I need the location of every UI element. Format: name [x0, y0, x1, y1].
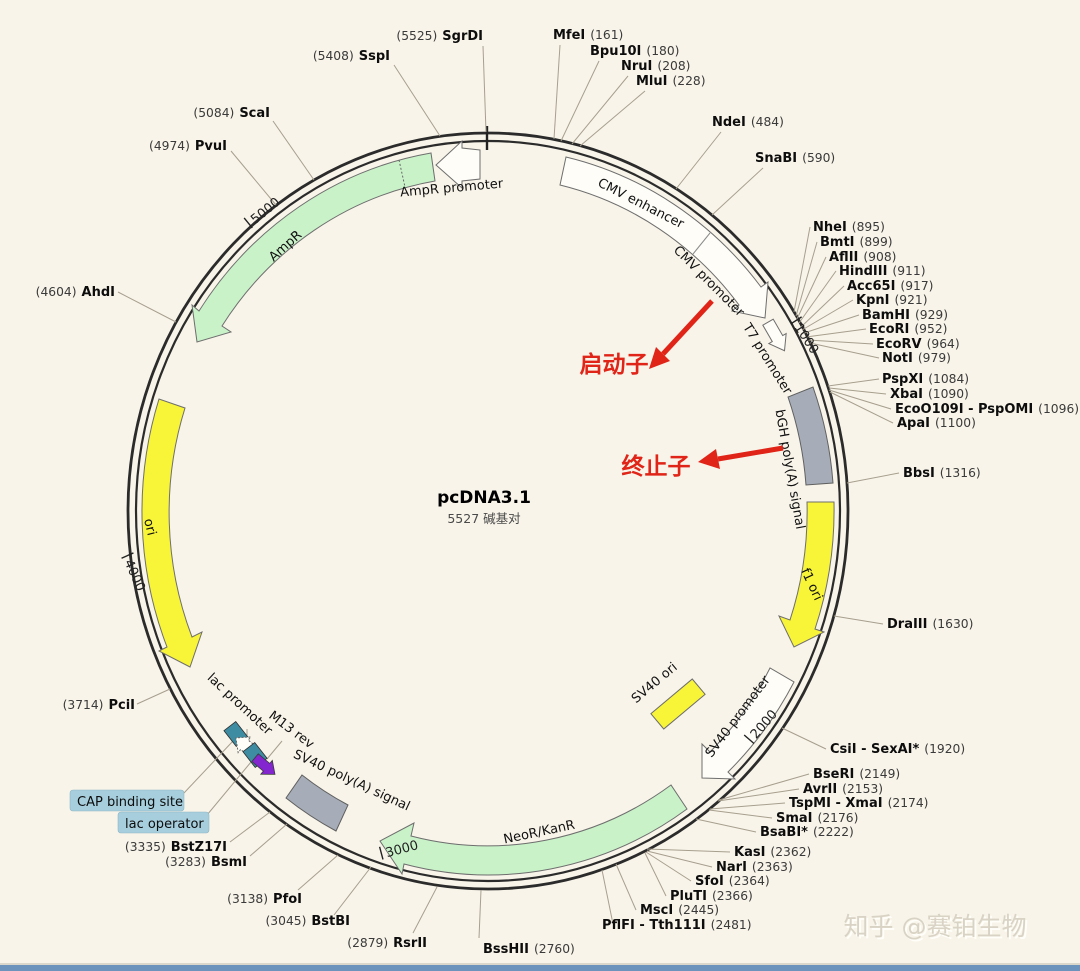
- site-ndei: NdeI (484): [712, 115, 784, 130]
- plasmid-name: pcDNA3.1: [437, 488, 531, 508]
- site-draiii: DraIII (1630): [887, 617, 973, 632]
- center-title: pcDNA3.1 5527 碱基对: [437, 488, 531, 526]
- highlighted-labels: CAP binding site lac operator: [69, 789, 210, 834]
- tick-1000: 1000: [791, 321, 822, 357]
- site-mfei: MfeI (161): [553, 28, 623, 43]
- sv40-ori-block: [650, 678, 706, 730]
- tick-4000: 4000: [121, 557, 148, 593]
- ampr-arrow: [191, 152, 436, 343]
- site-tspmi: TspMI - XmaI (2174): [789, 796, 928, 811]
- site-pcii: (3714) PciI: [63, 698, 135, 713]
- m13-rev-arrow: [251, 753, 276, 775]
- site-scai: (5084) ScaI: [193, 106, 270, 121]
- site-sspi: (5408) SspI: [313, 49, 390, 64]
- label-lac-operator: lac operator: [125, 817, 204, 832]
- site-bsshii: BssHII (2760): [483, 942, 575, 957]
- site-pvui: (4974) PvuI: [149, 139, 227, 154]
- site-bstbi: (3045) BstBI: [266, 914, 351, 929]
- ampr-promoter-arrow: [435, 139, 481, 190]
- leader-lines: [117, 44, 900, 939]
- features: [141, 139, 835, 876]
- label-cap-binding-site: CAP binding site: [77, 795, 183, 810]
- site-avrii: AvrII (2153): [803, 782, 883, 797]
- svg-text:知乎 @赛铂生物: 知乎 @赛铂生物: [846, 914, 1029, 943]
- watermark-text: 知乎 @赛铂生物: [844, 912, 1027, 941]
- site-ecori: EcoRI (952): [869, 322, 947, 337]
- site-bseri: BseRI (2149): [813, 767, 900, 782]
- plasmid-size: 5527 碱基对: [447, 511, 520, 526]
- site-smai: SmaI (2176): [776, 811, 858, 826]
- site-hindiii: HindIII (911): [839, 264, 926, 279]
- site-xbai: XbaI (1090): [890, 387, 969, 402]
- f1-ori-arrow: [778, 501, 835, 648]
- site-ahdi: (4604) AhdI: [36, 285, 115, 300]
- bgh-polya-block: [787, 386, 834, 486]
- site-nhei: NheI (895): [813, 220, 885, 235]
- cmv-divider: [692, 232, 711, 255]
- sv40-promoter-arrow: [701, 667, 795, 780]
- t7-promoter-arrow: [762, 318, 787, 352]
- annotation-promoter: 启动子: [580, 351, 649, 378]
- site-msci: MscI (2445): [640, 903, 719, 918]
- neor-kanr-arrow: [379, 784, 688, 876]
- watermark: 知乎 @赛铂生物 知乎 @赛铂生物: [844, 912, 1029, 943]
- bottom-divider: [0, 963, 1080, 965]
- site-kpni: KpnI (921): [856, 293, 928, 308]
- site-labels: (5525) SgrDI (5408) SspI MfeI (161) Bpu10I(…: [36, 28, 1079, 957]
- label-ori: ori: [140, 517, 159, 537]
- site-nrui: NruI (208): [621, 59, 690, 74]
- bottom-bar: [0, 965, 1080, 971]
- site-snabi: SnaBI (590): [755, 151, 835, 166]
- site-bstz17i: (3335) BstZ17I: [125, 840, 227, 855]
- site-pspxi: PspXI (1084): [882, 372, 969, 387]
- red-arrow-promoter: [649, 347, 670, 369]
- site-ecoo109i: EcoO109I - PspOMI (1096): [895, 402, 1079, 417]
- ori-arrow: [141, 398, 203, 668]
- site-apai: ApaI (1100): [897, 416, 976, 431]
- site-bpu10i: Bpu10I (180): [590, 44, 679, 59]
- label-m13-rev: M13 rev: [266, 708, 317, 752]
- site-rsrii: (2879) RsrII: [347, 936, 427, 951]
- site-sgrdi: (5525) SgrDI: [396, 29, 483, 44]
- site-ecorv: EcoRV (964): [876, 337, 960, 352]
- site-bsmi: (3283) BsmI: [165, 855, 247, 870]
- site-pfoi: (3138) PfoI: [227, 892, 302, 907]
- red-arrow-terminator: [698, 449, 720, 469]
- site-acc65i: Acc65I (917): [847, 279, 933, 294]
- site-bmti: BmtI (899): [820, 235, 893, 250]
- site-kasi: KasI (2362): [734, 845, 811, 860]
- site-nari: NarI (2363): [716, 860, 793, 875]
- site-sfoi: SfoI (2364): [695, 874, 770, 889]
- sv40-polya-block: [285, 774, 349, 832]
- site-pflfi: PflFI - Tth111I (2481): [602, 918, 752, 933]
- site-pluti: PluTI (2366): [670, 889, 753, 904]
- red-annotations: 启动子 终止子: [580, 299, 784, 480]
- site-mlui: MluI (228): [636, 74, 706, 89]
- site-bsabi: BsaBI* (2222): [760, 825, 854, 840]
- site-bamhi: BamHI (929): [862, 308, 948, 323]
- annotation-terminator: 终止子: [622, 453, 691, 480]
- cmv-enhancer-promoter-arrow: [559, 156, 769, 319]
- site-aflii: AflII (908): [829, 250, 896, 265]
- ampr-divider: [398, 159, 406, 188]
- site-noti: NotI (979): [882, 351, 951, 366]
- site-bbsi: BbsI (1316): [903, 466, 981, 481]
- plasmid-backbone: [126, 126, 850, 891]
- site-csii: CsiI - SexAI* (1920): [830, 742, 965, 757]
